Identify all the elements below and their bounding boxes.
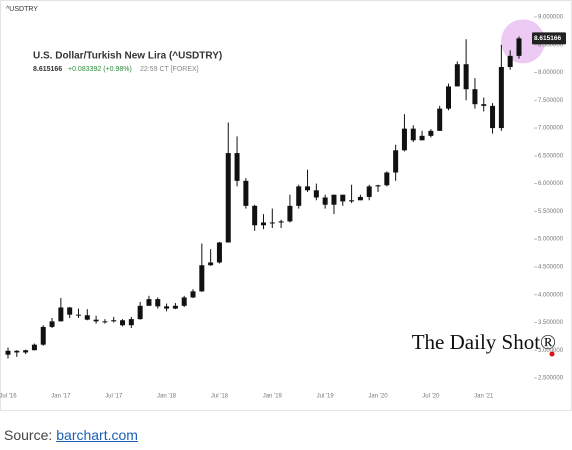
y-tick-label: 6.500000 [538,153,564,159]
candle-body [454,64,460,87]
y-tick-label: 2.500000 [538,376,564,382]
candle-body [199,265,205,292]
candle-body [137,305,143,320]
watermark: The Daily Shot® [412,330,556,354]
candle-body [84,315,90,320]
candle-body [437,108,443,131]
candle-body [472,89,478,105]
candle-body [58,307,64,322]
y-tick-label: 3.500000 [538,320,564,326]
candle-body [384,172,390,186]
last-price: 8.615166 [33,66,62,73]
candle-body [190,291,196,298]
candle-body [234,153,240,181]
x-tick-label: Jul '20 [422,394,440,400]
candle-body [102,321,108,323]
x-tick-label: Jul '18 [211,394,229,400]
candle-body [393,150,399,173]
change: +0.083392 (+0.98%) [68,66,132,73]
candle-body [120,320,126,326]
x-tick-label: Jan '20 [368,394,388,400]
candle-body [357,196,363,201]
y-tick-label: 4.000000 [538,292,564,298]
candle-body [23,350,29,353]
candle-body [252,205,258,226]
candle-body [446,86,451,109]
candle-body [14,350,20,353]
y-tick-label: 7.500000 [538,98,564,104]
candle-body [164,306,170,309]
y-tick-label: 8.500000 [538,42,564,48]
y-tick-label: 6.000000 [538,181,564,187]
candle-body [208,262,214,266]
candle-body [401,128,407,151]
candle-body [225,153,231,243]
candle-body [498,66,504,129]
candle-body [516,38,522,56]
x-tick-label: Jul '17 [105,394,123,400]
price-tag-box [532,32,566,45]
candle-body [93,319,99,322]
candle-body [340,194,346,202]
candle-body [172,305,178,309]
candle-body [305,186,311,191]
candle-body [463,64,469,90]
y-tick-label: 7.000000 [538,126,564,132]
candle-body [331,194,337,205]
y-tick-label: 5.500000 [538,209,564,215]
chart: ^USDTRY U.S. Dollar/Turkish New Lira (^U… [0,0,572,411]
candle-body [375,185,381,187]
candle-body [287,205,293,222]
candle-body [181,297,187,306]
watermark-dot [549,351,555,357]
candle-body [428,130,434,136]
candle-body [366,186,372,197]
candle-body [155,299,161,307]
candle-body [296,186,302,206]
source: Source: barchart.com [4,427,138,443]
candle-body [410,128,416,141]
candle-body [128,319,134,326]
x-tick-label: Jul '16 [0,394,17,400]
candle-body [146,299,152,306]
candle-body [507,55,513,67]
source-label: Source: [4,427,53,443]
y-tick-label: 4.500000 [538,265,564,271]
x-tick-label: Jul '19 [317,394,335,400]
candle-body [349,200,355,202]
timestamp: 22:59 CT [FOREX] [140,66,199,73]
y-tick-label: 9.000000 [538,15,564,21]
candle-body [313,190,319,198]
x-tick-label: Jan '18 [157,394,177,400]
source-link[interactable]: barchart.com [56,427,138,443]
candle-body [49,321,55,327]
x-tick-label: Jan '17 [51,394,71,400]
y-tick-label: 5.000000 [538,237,564,243]
candle-body [481,104,487,106]
candle-body [243,180,249,206]
candle-body [419,135,425,141]
y-tick-label: 3.000000 [538,348,564,354]
candle-body [5,350,11,355]
candle-body [216,242,222,263]
candle-body [322,197,328,205]
candle-body [490,105,496,129]
x-tick-label: Jan '19 [263,394,283,400]
y-tick-label: 8.000000 [538,70,564,76]
x-tick-label: Jan '21 [474,394,494,400]
candle-body [31,344,37,351]
candle-body [269,222,275,224]
candle-body [111,320,117,322]
candle-body [40,326,46,345]
symbol: ^USDTRY [6,6,38,13]
highlight [500,19,545,64]
candle-body [67,307,73,315]
candle-body [75,314,81,316]
chart-title: U.S. Dollar/Turkish New Lira (^USDTRY) [33,51,222,62]
candle-body [260,222,266,226]
candle-body [278,221,284,223]
price-tag: 8.615166 [534,35,561,42]
